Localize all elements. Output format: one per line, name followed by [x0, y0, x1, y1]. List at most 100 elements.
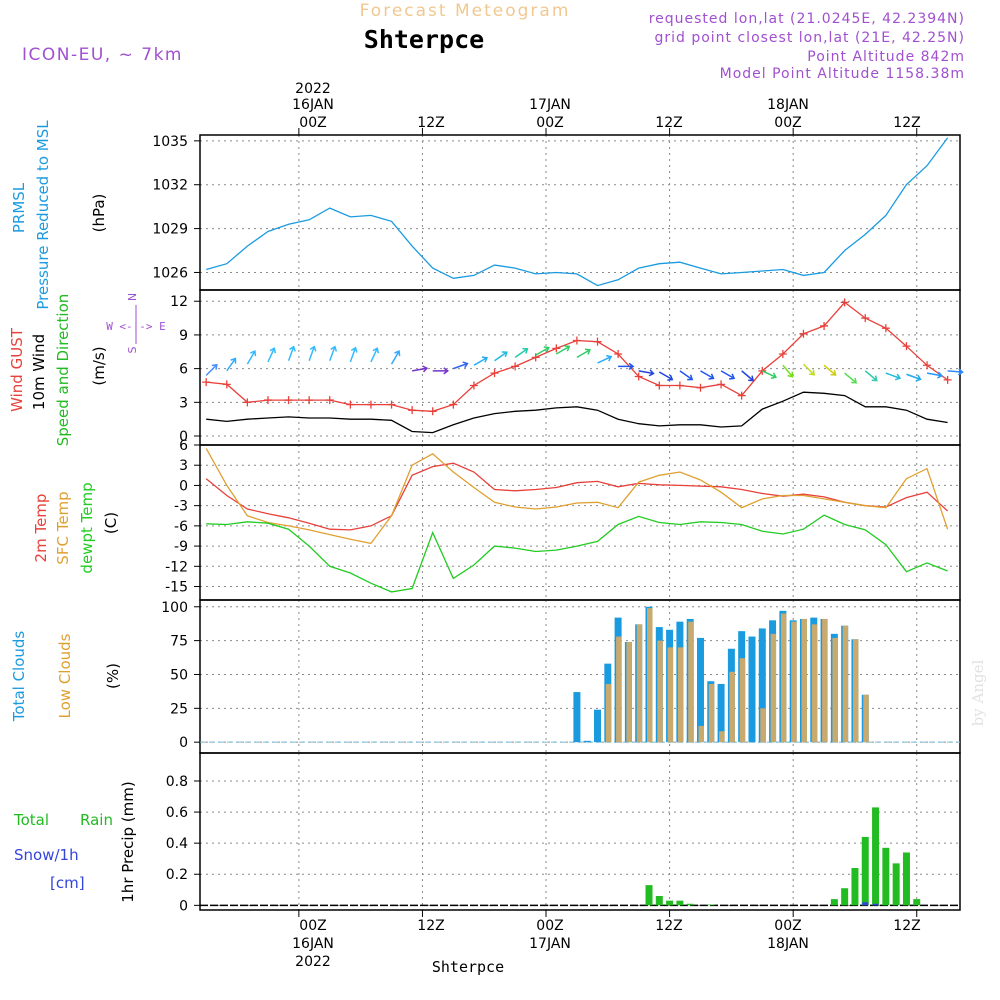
meteogram-title: Forecast Meteogram [360, 1, 571, 21]
wind-arrow [658, 371, 674, 381]
temp-2m-label: 2m Temp [32, 494, 50, 563]
rain-label: Rain [80, 811, 113, 829]
gust-marker [881, 324, 890, 333]
rain-bar [686, 903, 694, 906]
wind-arrow [287, 345, 296, 362]
compass-s: S [126, 346, 139, 353]
gust-marker [325, 396, 334, 405]
gust-marker [428, 407, 437, 416]
gust-marker [675, 381, 684, 390]
top-tick-line1: 17JAN [529, 97, 571, 113]
footer-location: Shterpce [432, 958, 504, 976]
y-tick-label: 9 [179, 328, 188, 344]
gust-marker [778, 350, 787, 359]
y-tick-label: 3 [179, 395, 188, 411]
wind-arrow [555, 345, 571, 355]
total-cloud-bar [583, 740, 591, 743]
precip-unit-label: 1hr Precip (mm) [119, 781, 137, 902]
total-label: Total [13, 811, 49, 829]
gust-marker [284, 396, 293, 405]
rain-bar [872, 807, 880, 906]
pressure-line [206, 137, 949, 287]
snow-label: Snow/1h [14, 846, 79, 864]
bottom-tick-line2: 18JAN [767, 936, 809, 952]
low-cloud-bar [636, 624, 643, 743]
wind-arrow [432, 367, 449, 375]
y-tick-label: 1026 [152, 265, 188, 281]
low-cloud-bar [616, 636, 622, 743]
total-clouds-label: Total Clouds [10, 631, 28, 723]
wind-10m-label: 10m Wind [30, 334, 48, 410]
rain-bar [707, 904, 715, 906]
wind-arrow [618, 362, 635, 370]
wind-speed-line [206, 391, 948, 434]
wind-arrow [494, 351, 508, 362]
gust-marker [469, 381, 478, 390]
gust-marker [943, 375, 952, 384]
grid-point-coords: grid point closest lon,lat (21E, 42.25N) [654, 30, 965, 46]
top-time-axis: 2022 16JAN 00Z 12Z 17JAN 00Z 12Z 18JAN 0… [292, 81, 921, 131]
bottom-tick-line1: 00Z [774, 918, 801, 934]
total-cloud-bar [573, 692, 581, 743]
model-altitude: Model Point Altitude 1158.38m [720, 66, 965, 82]
bottom-tick-line1: 00Z [536, 918, 563, 934]
y-tick-label: 50 [170, 667, 188, 683]
gust-marker [799, 329, 808, 338]
wind-arrow [576, 348, 591, 359]
point-altitude: Point Altitude 842m [807, 49, 965, 65]
wind-arrow [782, 364, 794, 378]
snow-bar [872, 903, 879, 906]
bottom-tick-line3: 2022 [295, 954, 331, 970]
low-cloud-bar [729, 671, 735, 743]
gust-marker [552, 344, 561, 353]
wind-arrow [514, 347, 529, 359]
rain-bar [655, 896, 663, 906]
y-tick-label: 0.6 [166, 805, 188, 821]
low-cloud-bar [852, 639, 859, 743]
wind-gust-label: Wind GUST [8, 327, 26, 412]
top-tick-line2: 12Z [893, 115, 920, 131]
gust-marker [222, 380, 231, 389]
panel-5: 0 0.2 0.4 0.6 0.8 [166, 752, 961, 914]
total-cloud-bar [748, 636, 756, 743]
wind-arrow [597, 354, 613, 364]
temp-sfc-label: SFC Temp [54, 491, 72, 564]
wind-arrow [802, 363, 815, 376]
low-cloud-bar [760, 708, 766, 743]
total-cloud-bar [696, 637, 704, 743]
location-title: Shterpce [364, 25, 484, 54]
prmsl-label: PRMSL [10, 182, 28, 233]
wind-arrow [535, 346, 550, 356]
low-cloud-bar [667, 647, 674, 743]
y-tick-label: 12 [170, 294, 188, 310]
y-tick-label: -12 [165, 559, 188, 575]
y-tick-label: 1035 [152, 134, 188, 150]
low-cloud-bar [842, 625, 849, 743]
gust-marker [511, 362, 520, 371]
wind-arrow [308, 345, 317, 362]
temp-2m-line [205, 462, 949, 531]
top-year-label: 2022 [295, 81, 331, 97]
requested-coords: requested lon,lat (21.0245E, 42.2394N) [649, 11, 965, 27]
bottom-tick-line1: 12Z [893, 918, 920, 934]
y-tick-label: -9 [174, 539, 188, 555]
celsius-unit-label: (C) [102, 512, 120, 534]
y-tick-label: 3 [179, 458, 188, 474]
y-tick-label: 100 [161, 600, 188, 616]
panel-2: 0 3 6 9 12 [170, 289, 961, 446]
y-tick-label: 25 [170, 701, 188, 717]
wind-arrow [720, 370, 736, 380]
wind-arrow [700, 370, 715, 380]
panel-frame [199, 752, 961, 911]
gust-marker [593, 337, 602, 346]
bottom-time-axis: 00Z 16JAN 2022 12Z 00Z 17JAN 12Z 00Z 18J… [292, 918, 921, 976]
top-tick-line2: 12Z [655, 115, 682, 131]
bottom-tick-line2: 17JAN [529, 936, 571, 952]
y-tick-label: 6 [179, 362, 188, 378]
ms-unit-label: (m/s) [90, 346, 108, 385]
low-cloud-bar [832, 637, 838, 743]
total-cloud-bar [717, 683, 725, 743]
bottom-tick-line2: 16JAN [292, 936, 334, 952]
gust-marker [923, 361, 932, 370]
